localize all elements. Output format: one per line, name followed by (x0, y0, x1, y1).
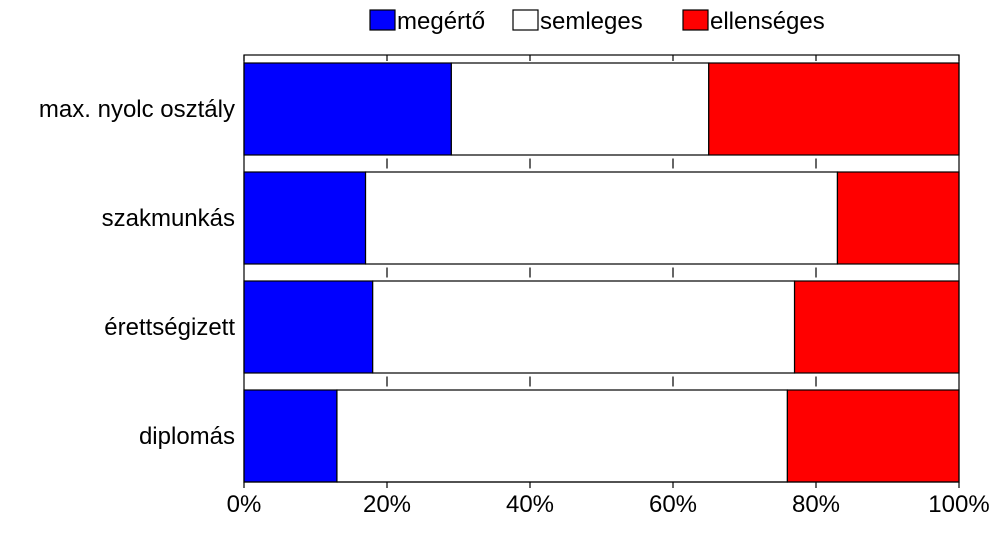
bar-segment-4-2 (336, 389, 789, 483)
bar-segment-4-1 (243, 389, 338, 483)
bar-segment-1-3 (708, 62, 960, 156)
category-label: max. nyolc osztály (39, 96, 235, 123)
x-tick-label: 40% (506, 491, 554, 518)
category-label: szakmunkás (102, 205, 235, 232)
legend-swatch (682, 9, 709, 31)
bar-segment-2-1 (243, 171, 367, 265)
plot-frame (243, 54, 960, 483)
bar-segment-2-3 (836, 171, 960, 265)
legend-swatch (369, 9, 396, 31)
legend: megértő semleges ellenséges (369, 8, 825, 35)
bar-segment-1-2 (450, 62, 710, 156)
bar-segment-3-2 (372, 280, 796, 374)
bar-segment-3-1 (243, 280, 374, 374)
category-label: érettségizett (104, 314, 235, 341)
x-tick-label: 60% (649, 491, 697, 518)
bars (243, 62, 960, 483)
category-label: diplomás (139, 423, 235, 450)
bar-segment-4-3 (786, 389, 960, 483)
x-tick-labels: 0% 20% 40% 60% 80% 100% (227, 491, 990, 518)
x-tick-label: 80% (792, 491, 840, 518)
x-ticks (243, 55, 960, 488)
legend-swatch (512, 9, 539, 31)
legend-label: semleges (540, 8, 643, 35)
legend-label: ellenséges (710, 8, 825, 35)
plot-border (243, 54, 960, 483)
bar-segment-3-3 (793, 280, 960, 374)
x-tick-label: 20% (363, 491, 411, 518)
category-labels: max. nyolc osztály szakmunkás érettségizet… (39, 96, 235, 450)
bar-segment-1-1 (243, 62, 452, 156)
x-tick-label: 100% (928, 491, 989, 518)
bar-segment-2-2 (364, 171, 839, 265)
legend-label: megértő (397, 8, 485, 35)
x-tick-label: 0% (227, 491, 262, 518)
